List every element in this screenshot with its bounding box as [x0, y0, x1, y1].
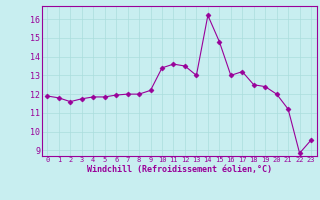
- X-axis label: Windchill (Refroidissement éolien,°C): Windchill (Refroidissement éolien,°C): [87, 165, 272, 174]
